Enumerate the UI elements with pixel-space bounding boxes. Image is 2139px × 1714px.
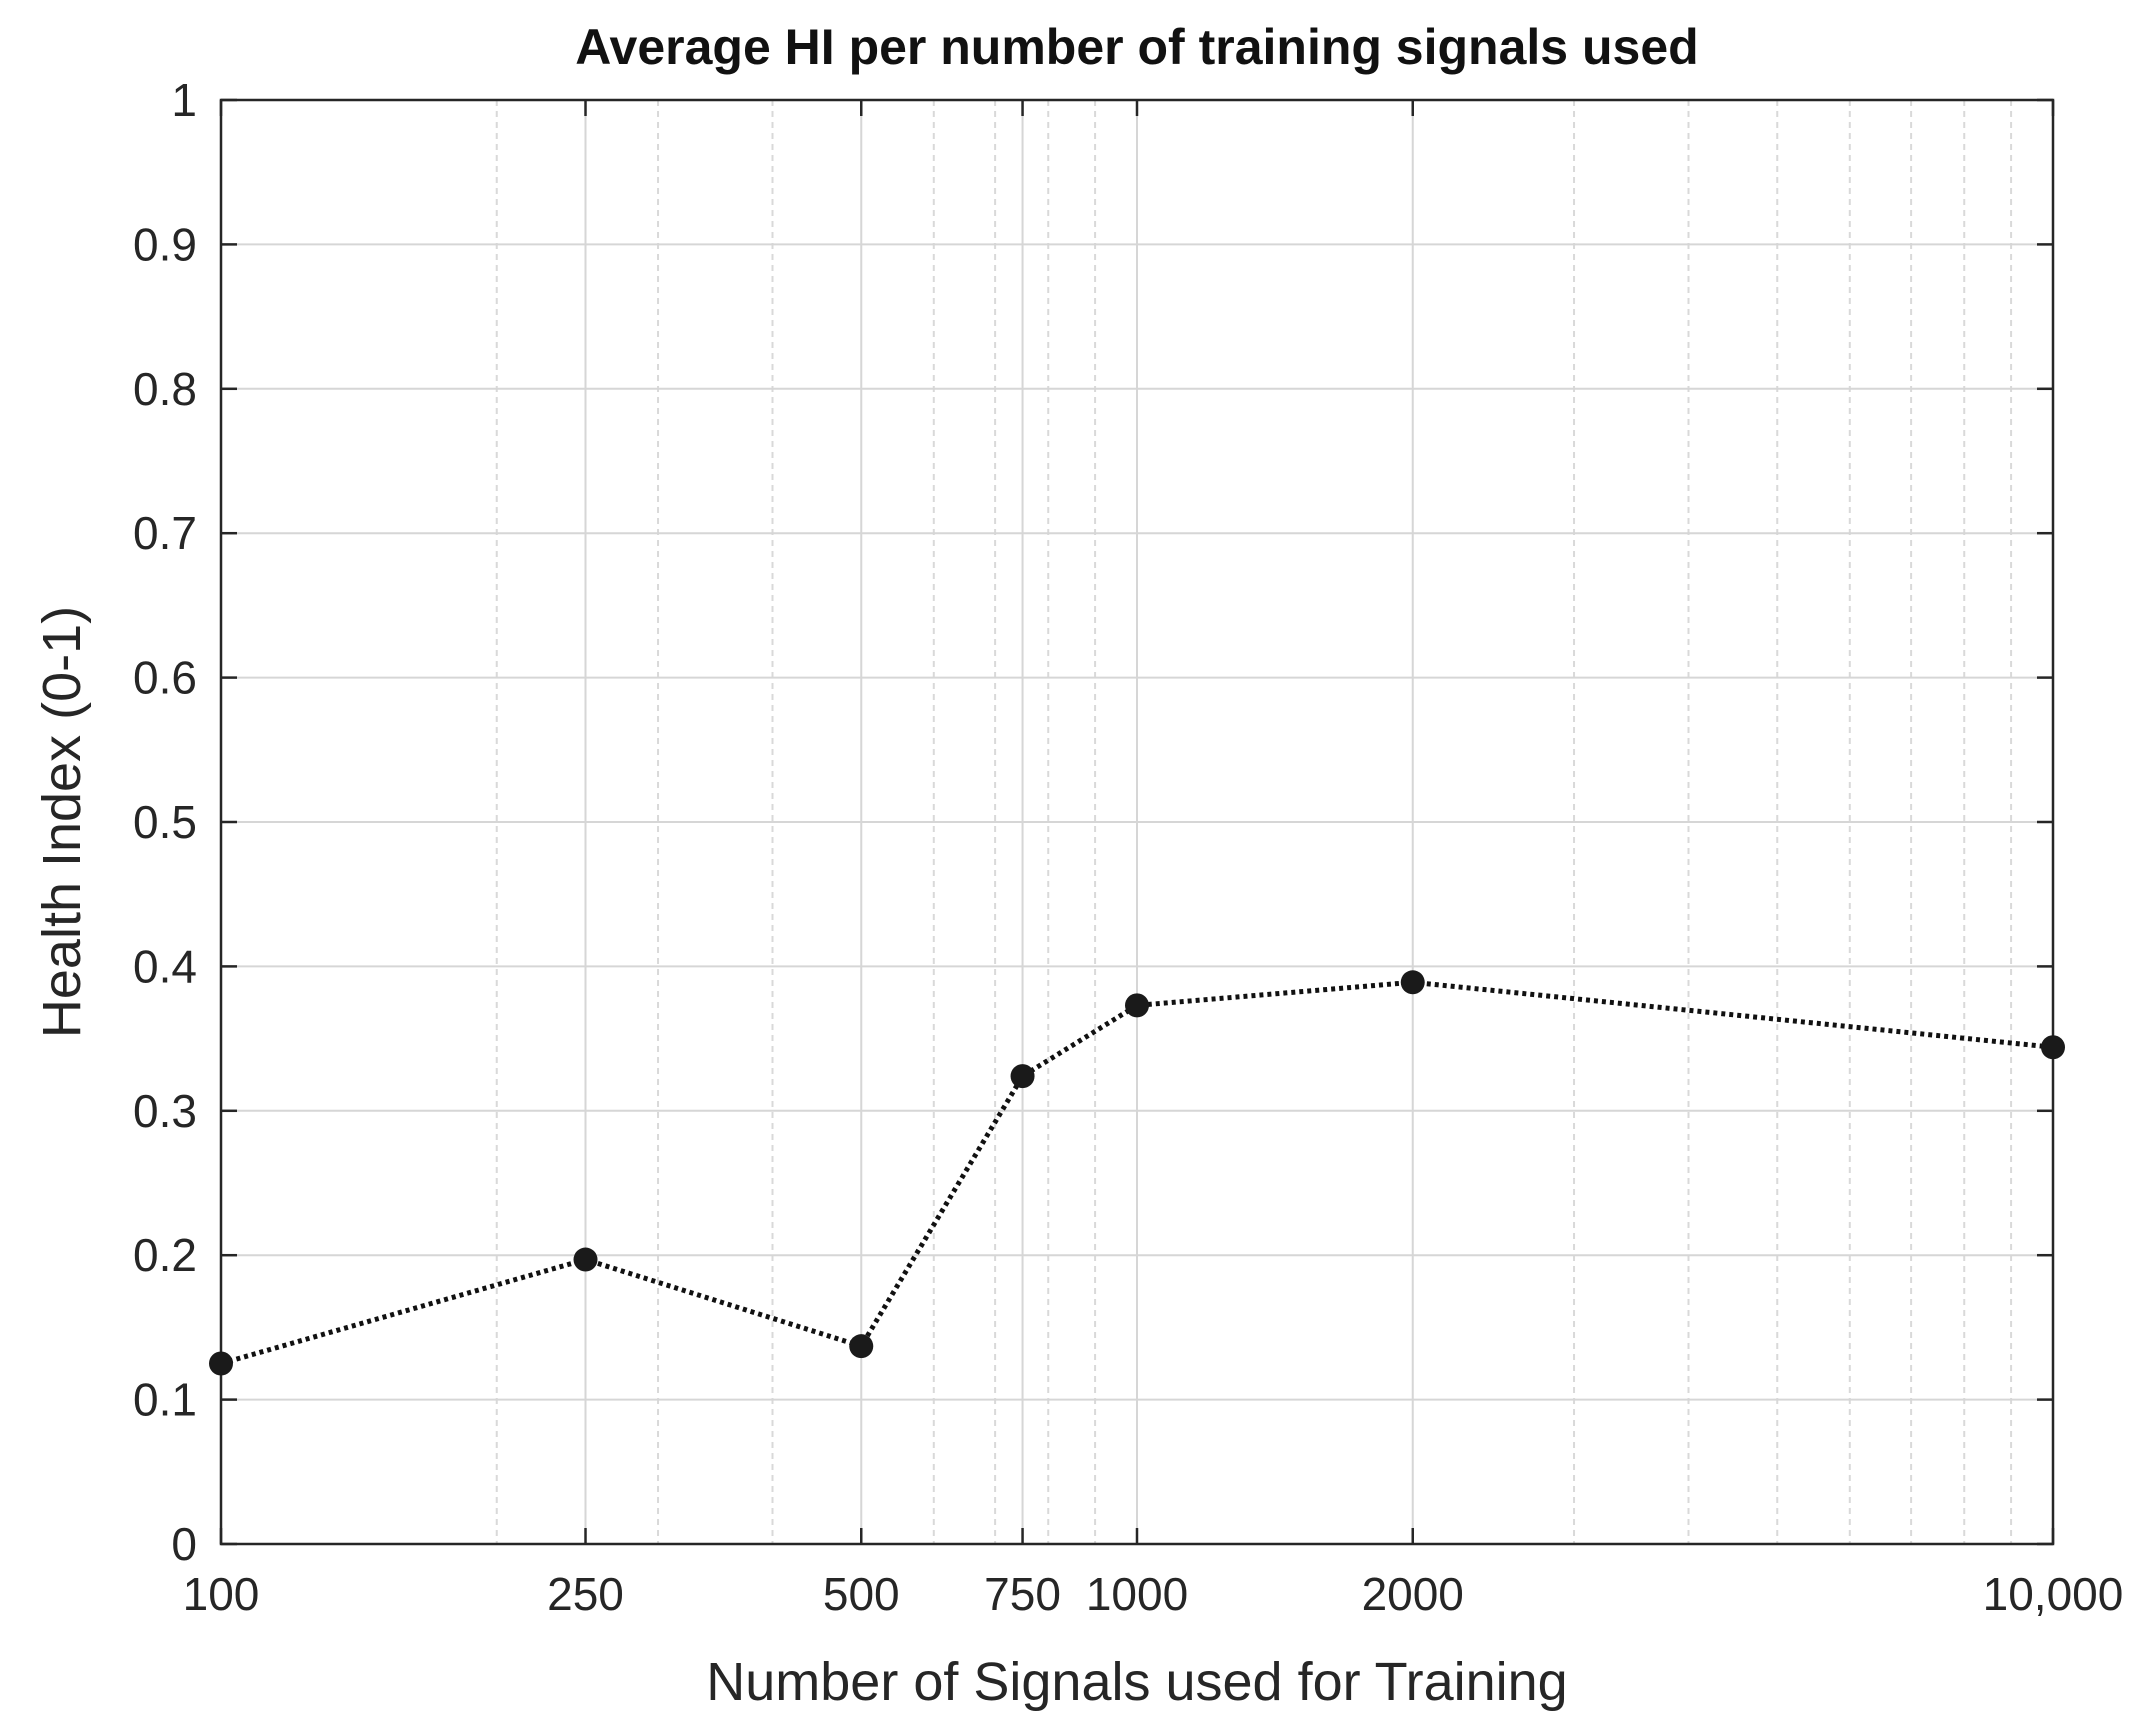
y-tick-label: 0.3 [133, 1085, 197, 1137]
chart-title: Average HI per number of training signal… [575, 19, 1698, 75]
minor-gridlines [495, 100, 2013, 1544]
y-axis-label: Health Index (0-1) [32, 606, 92, 1038]
y-tick-label: 0.4 [133, 940, 197, 992]
x-tick-label: 10,000 [1983, 1568, 2124, 1620]
x-tick-label: 100 [183, 1568, 260, 1620]
y-tick-label: 0.8 [133, 363, 197, 415]
data-point [1400, 970, 1425, 995]
y-tick-label: 0.5 [133, 796, 197, 848]
data-point [209, 1351, 233, 1376]
y-tick-label: 0 [171, 1518, 197, 1570]
y-tick-label: 0.1 [133, 1374, 197, 1426]
x-tick-label: 750 [984, 1568, 1061, 1620]
data-point [1010, 1064, 1035, 1089]
y-tick-label: 1 [171, 74, 197, 126]
x-axis-label: Number of Signals used for Training [706, 1652, 1567, 1712]
data-point [849, 1334, 874, 1359]
tick-marks [219, 98, 2055, 1546]
y-tick-label: 0.2 [133, 1229, 197, 1281]
data-point [1125, 993, 1149, 1018]
major-gridlines [221, 100, 2053, 1544]
tick-labels: 0 0.1 0.2 0.3 0.4 0.5 0.6 0.7 0.8 0.9 1 100 250 500 75… [133, 74, 2123, 1620]
x-tick-label: 250 [547, 1568, 624, 1620]
x-tick-label: 500 [823, 1568, 900, 1620]
y-tick-label: 0.9 [133, 218, 197, 270]
x-tick-label: 2000 [1362, 1568, 1464, 1620]
data-point [2041, 1035, 2065, 1060]
x-tick-label: 1000 [1086, 1568, 1188, 1620]
y-tick-label: 0.7 [133, 507, 197, 559]
series [209, 970, 2065, 1376]
y-tick-label: 0.6 [133, 652, 197, 704]
data-point [573, 1247, 598, 1272]
